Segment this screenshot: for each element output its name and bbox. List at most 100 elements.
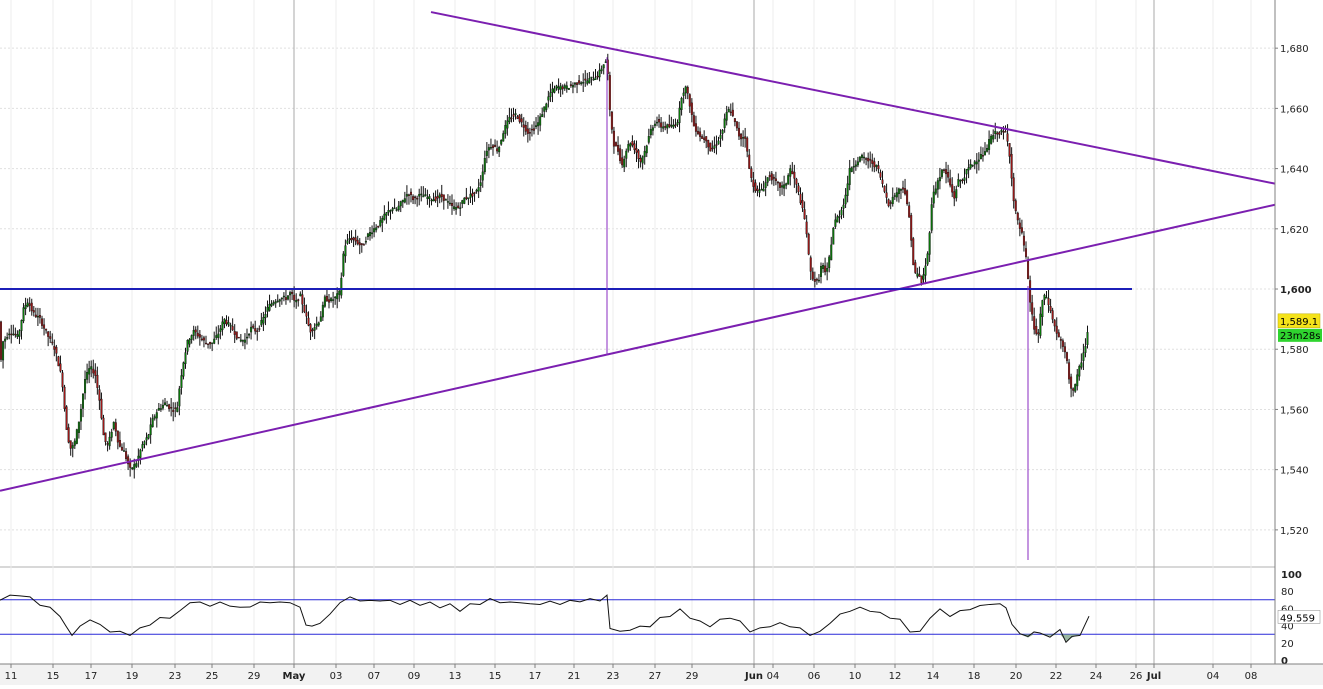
candle-body [926,253,929,265]
candle-body [475,189,478,192]
candle-body [1008,143,1011,157]
candle-body [945,169,948,175]
candle-body [645,145,648,154]
candle-body [748,154,751,169]
candle [647,128,650,145]
candle-body [797,185,800,193]
candle-body [1051,310,1054,320]
candle [951,177,954,198]
candle-body [815,278,818,281]
candle-body [293,294,296,301]
candle-body [307,317,310,326]
candle [43,318,46,336]
candle [391,206,394,214]
oscillator-value-label: 49.559 [1280,613,1315,624]
time-tick-label: 26 [1130,671,1143,682]
candle-body [938,177,941,182]
candle [453,199,456,211]
candle [662,121,665,132]
candle [1076,368,1079,391]
candle [967,159,970,179]
candle [637,149,640,169]
candle [770,171,773,185]
oscillator-value-badge [1277,610,1321,624]
candle-body [401,199,404,203]
candle [875,164,878,172]
candle [428,194,431,208]
candle [932,185,935,208]
candle-body [537,122,540,127]
candle-body [340,277,343,296]
candle [334,296,337,305]
candle [709,142,712,152]
time-tick-label: 12 [889,671,902,682]
candle [1084,338,1087,358]
candle [863,152,866,164]
time-tick-label: 19 [126,671,139,682]
candle [600,65,603,74]
candle [1059,336,1062,349]
candle [397,200,400,212]
candle-body [289,292,292,296]
candle [204,335,207,345]
candle-body [530,128,533,131]
candle-body [752,179,755,187]
candle [190,334,193,344]
candle-body [774,178,777,182]
candle-body [494,144,497,147]
candle-body [237,336,240,339]
candle [241,339,244,347]
candle [0,320,2,362]
candle [94,363,97,384]
candle [526,121,529,143]
candle-body [975,161,978,165]
candle-body [1004,131,1007,133]
candle [965,168,968,184]
candle [621,149,624,168]
candle-body [1068,362,1071,380]
candle-body [362,244,365,246]
candle-body [924,265,927,276]
candle-body [928,232,931,255]
candle-body [110,431,113,438]
time-tick-label: 23 [169,671,182,682]
candle-body [625,150,628,159]
candle [330,296,333,303]
candle-body [932,191,935,204]
candle [803,201,806,220]
candle [834,213,837,229]
candle-body [1082,352,1085,361]
candle [377,225,380,229]
candle [1022,231,1025,252]
candle-body [641,156,644,164]
candle-body [463,197,466,204]
candle-body [225,320,228,325]
candle [67,423,70,444]
candle [822,262,825,273]
candle-body [430,199,433,202]
candle-body [578,80,581,84]
candle [188,337,191,348]
candle [877,160,880,174]
lower-support-line [0,203,1276,492]
candle [596,71,599,80]
candle [332,291,335,308]
candle-body [619,148,622,161]
candle [910,212,913,248]
candle [81,392,84,418]
candle [477,178,480,199]
candle [1065,351,1068,364]
candle-body [563,85,566,89]
candle [373,221,376,238]
candle [738,121,741,141]
time-tick-label: 27 [649,671,662,682]
candle [510,108,513,123]
candle [756,185,759,197]
candle [938,167,941,190]
candle-body [506,120,509,129]
candle-body [643,150,646,158]
candle [986,144,989,153]
candle [670,116,673,129]
candle-body [299,293,302,297]
price-tick-label: 1,620 [1280,225,1309,236]
